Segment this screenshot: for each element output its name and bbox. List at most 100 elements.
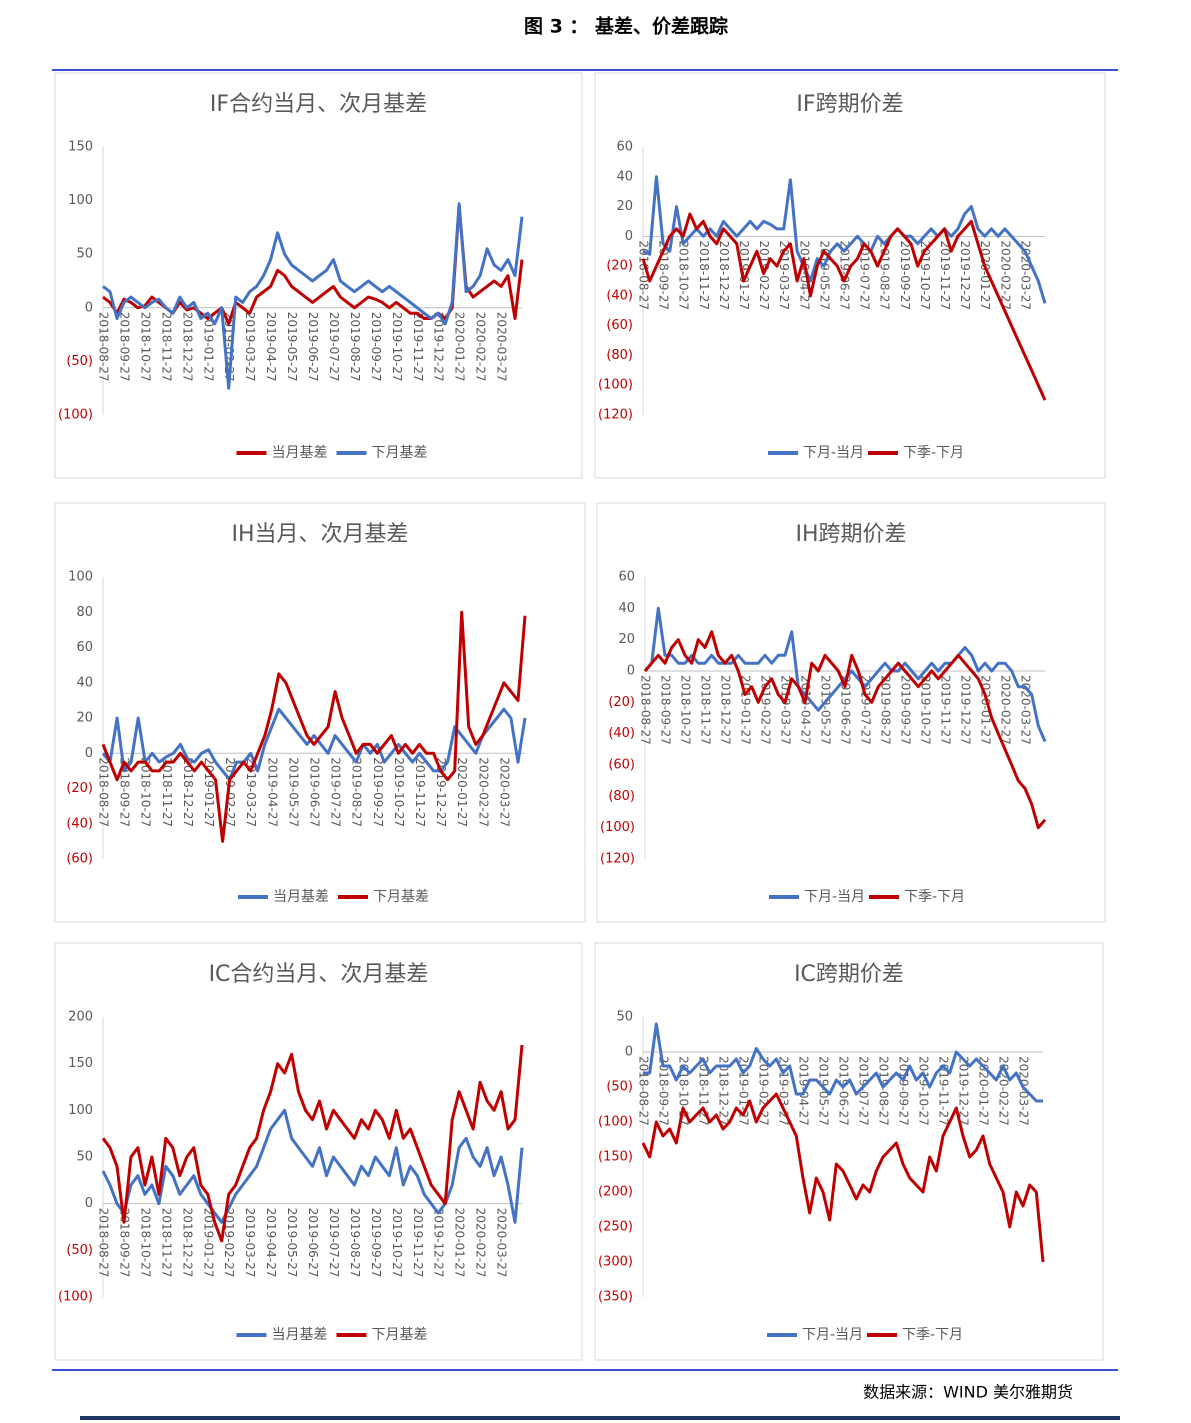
y-tick-label: (100) bbox=[598, 1115, 633, 1130]
y-tick-label: 60 bbox=[616, 140, 633, 155]
x-tick-label: 2019-07-27 bbox=[859, 675, 873, 745]
x-tick-label: 2019-06-27 bbox=[308, 757, 322, 827]
series-line bbox=[643, 1022, 1043, 1103]
y-tick-label: (150) bbox=[598, 1150, 633, 1165]
panel bbox=[54, 502, 586, 923]
x-tick-label: 2019-12-27 bbox=[434, 757, 448, 827]
x-tick-label: 2020-03-27 bbox=[495, 1208, 509, 1278]
x-tick-label: 2018-08-27 bbox=[97, 1208, 111, 1278]
panel bbox=[594, 942, 1104, 1361]
y-tick-label: 20 bbox=[616, 199, 633, 214]
y-tick-label: (100) bbox=[58, 1290, 93, 1305]
x-tick-label: 2018-09-27 bbox=[117, 312, 131, 382]
x-tick-label: 2019-10-27 bbox=[919, 675, 933, 745]
x-tick-label: 2020-01-27 bbox=[453, 1208, 467, 1278]
y-tick-label: 150 bbox=[68, 1056, 93, 1071]
chart-title: IF合约当月、次月基差 bbox=[210, 92, 427, 117]
x-tick-label: 2019-06-27 bbox=[306, 1208, 320, 1278]
x-tick-label: 2020-02-27 bbox=[474, 312, 488, 382]
y-tick-label: (50) bbox=[66, 1243, 93, 1258]
y-tick-label: 150 bbox=[68, 140, 93, 155]
x-tick-label: 2019-06-27 bbox=[838, 240, 852, 310]
legend-label: 当月基差 bbox=[272, 444, 328, 461]
y-tick-label: 50 bbox=[76, 247, 93, 262]
y-tick-label: 60 bbox=[76, 640, 93, 655]
y-tick-label: 100 bbox=[68, 193, 93, 208]
x-tick-label: 2018-11-27 bbox=[159, 1208, 173, 1278]
x-tick-label: 2019-03-27 bbox=[777, 1056, 791, 1126]
x-tick-label: 2019-05-27 bbox=[817, 1056, 831, 1126]
y-tick-label: (80) bbox=[606, 348, 633, 363]
y-tick-label: (120) bbox=[598, 408, 633, 423]
x-tick-label: 2018-11-27 bbox=[697, 240, 711, 310]
x-tick-label: 2020-01-27 bbox=[453, 312, 467, 382]
y-tick-label: 0 bbox=[85, 1196, 93, 1211]
y-tick-label: 100 bbox=[68, 1103, 93, 1118]
x-tick-label: 2019-11-27 bbox=[411, 1208, 425, 1278]
x-tick-label: 2018-08-27 bbox=[637, 1056, 651, 1126]
x-tick-label: 2019-04-27 bbox=[264, 1208, 278, 1278]
legend-label: 当月基差 bbox=[273, 888, 329, 905]
x-tick-label: 2018-09-27 bbox=[659, 675, 673, 745]
legend-label: 下月基差 bbox=[372, 444, 428, 461]
x-tick-label: 2018-10-27 bbox=[679, 675, 693, 745]
x-tick-label: 2019-09-27 bbox=[371, 757, 385, 827]
y-tick-label: (60) bbox=[608, 758, 635, 773]
x-tick-label: 2019-12-27 bbox=[432, 1208, 446, 1278]
legend-label: 下季-下月 bbox=[902, 1327, 963, 1343]
x-tick-label: 2020-01-27 bbox=[979, 675, 993, 745]
y-tick-label: 50 bbox=[616, 1010, 633, 1025]
x-tick-label: 2019-09-27 bbox=[369, 312, 383, 382]
legend-label: 下月基差 bbox=[373, 888, 429, 905]
x-tick-label: 2019-03-27 bbox=[243, 1208, 257, 1278]
x-tick-label: 2018-12-27 bbox=[180, 1208, 194, 1278]
y-tick-label: 20 bbox=[618, 632, 635, 647]
legend-label: 当月基差 bbox=[272, 1326, 328, 1343]
x-tick-label: 2019-10-27 bbox=[390, 1208, 404, 1278]
chart-title: IH当月、次月基差 bbox=[231, 522, 408, 547]
x-tick-label: 2019-02-27 bbox=[757, 1056, 771, 1126]
y-tick-label: 20 bbox=[76, 711, 93, 726]
y-tick-label: (40) bbox=[606, 288, 633, 303]
panel bbox=[594, 72, 1106, 479]
x-tick-label: 2018-11-27 bbox=[160, 757, 174, 827]
x-tick-label: 2019-09-27 bbox=[369, 1208, 383, 1278]
legend-label: 下月-当月 bbox=[803, 445, 864, 461]
x-tick-label: 2020-02-27 bbox=[998, 240, 1012, 310]
x-tick-label: 2019-12-27 bbox=[432, 312, 446, 382]
page-title: 图 3 ： 基差、价差跟踪 bbox=[524, 15, 728, 38]
x-tick-label: 2018-12-27 bbox=[181, 757, 195, 827]
x-tick-label: 2019-08-27 bbox=[877, 1056, 891, 1126]
x-tick-label: 2019-11-27 bbox=[937, 1056, 951, 1126]
y-tick-label: (80) bbox=[608, 789, 635, 804]
y-tick-label: 0 bbox=[85, 746, 93, 761]
x-tick-label: 2020-03-27 bbox=[1017, 1056, 1031, 1126]
x-tick-label: 2019-07-27 bbox=[858, 240, 872, 310]
x-tick-label: 2019-12-27 bbox=[958, 240, 972, 310]
x-tick-label: 2019-06-27 bbox=[306, 312, 320, 382]
y-tick-label: 40 bbox=[618, 601, 635, 616]
x-tick-label: 2018-08-27 bbox=[97, 757, 111, 827]
x-tick-label: 2018-12-27 bbox=[717, 1056, 731, 1126]
series-line bbox=[642, 175, 1047, 304]
x-tick-label: 2019-05-27 bbox=[286, 757, 300, 827]
x-tick-label: 2018-10-27 bbox=[139, 757, 153, 827]
legend-label: 下季-下月 bbox=[903, 445, 964, 461]
chart-title: IC合约当月、次月基差 bbox=[209, 962, 429, 987]
chart-title: IF跨期价差 bbox=[796, 92, 903, 117]
y-tick-label: 40 bbox=[616, 169, 633, 184]
x-tick-label: 2019-08-27 bbox=[348, 1208, 362, 1278]
x-tick-label: 2019-07-27 bbox=[327, 312, 341, 382]
series-line bbox=[101, 707, 527, 782]
legend-label: 下月-当月 bbox=[804, 889, 865, 905]
legend-label: 下月基差 bbox=[372, 1326, 428, 1343]
chart-title: IH跨期价差 bbox=[795, 522, 906, 547]
x-tick-label: 2018-10-27 bbox=[677, 240, 691, 310]
y-tick-label: (40) bbox=[608, 726, 635, 741]
y-tick-label: (100) bbox=[58, 408, 93, 423]
x-tick-label: 2019-06-27 bbox=[839, 675, 853, 745]
y-tick-label: (20) bbox=[608, 695, 635, 710]
x-tick-label: 2018-12-27 bbox=[717, 240, 731, 310]
x-tick-label: 2019-07-27 bbox=[327, 1208, 341, 1278]
